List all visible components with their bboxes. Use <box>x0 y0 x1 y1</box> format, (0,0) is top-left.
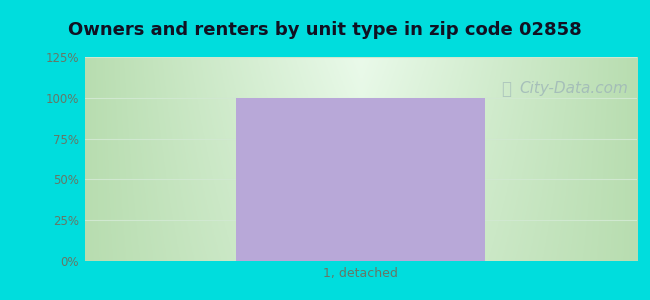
Text: ⦾: ⦾ <box>502 80 512 98</box>
Text: Owners and renters by unit type in zip code 02858: Owners and renters by unit type in zip c… <box>68 21 582 39</box>
Bar <box>237 98 485 261</box>
Text: City-Data.com: City-Data.com <box>520 82 629 97</box>
